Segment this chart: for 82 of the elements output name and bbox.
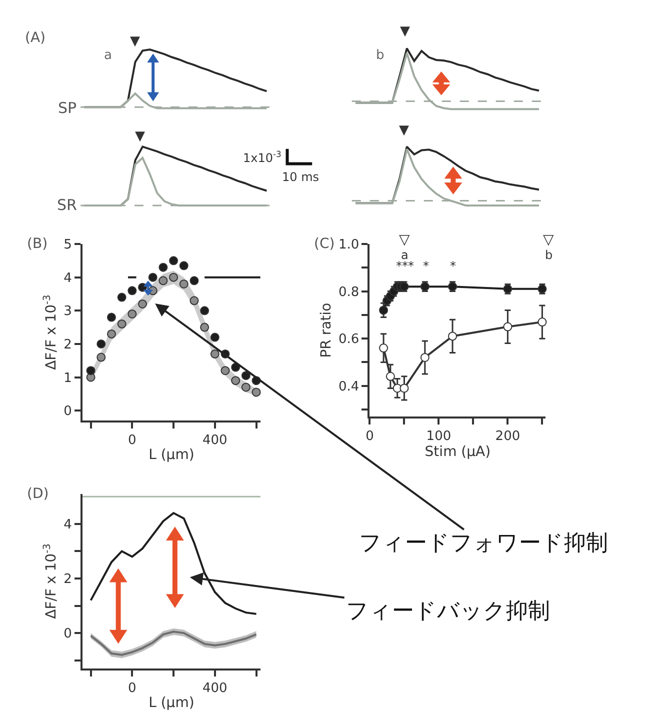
- point: [420, 352, 430, 362]
- point: [179, 279, 188, 288]
- point: [210, 332, 220, 342]
- point: [106, 329, 116, 338]
- text: ▼: [135, 129, 145, 144]
- point: [169, 256, 178, 266]
- point: [200, 306, 210, 316]
- text: ▼: [400, 24, 410, 39]
- text: ▼: [399, 123, 409, 138]
- y-tick-label: 4: [64, 517, 72, 532]
- x-axis-title: L (μm): [148, 694, 194, 711]
- y-tick-label: 1: [64, 370, 72, 386]
- chart-title: (B): [27, 236, 48, 252]
- point: [117, 292, 126, 302]
- point: [231, 376, 240, 386]
- point: [96, 339, 106, 348]
- y-tick-label: 4: [64, 270, 72, 286]
- text: ▼: [130, 34, 140, 49]
- point: [128, 286, 137, 296]
- annotation: ***: [396, 259, 414, 273]
- x-tick-label: 0: [366, 429, 374, 444]
- chart-subtitle: a: [104, 48, 112, 63]
- x-tick-label: 200: [495, 429, 520, 444]
- annotation: ▽: [543, 232, 554, 248]
- point: [179, 261, 188, 270]
- point: [200, 322, 210, 332]
- text: フィードバック抑制: [346, 599, 550, 624]
- x-axis-title: Stim (μA): [424, 444, 491, 460]
- y-tick-label: 0: [64, 404, 72, 420]
- point: [538, 318, 547, 327]
- point: [252, 388, 261, 397]
- point: [241, 371, 250, 380]
- y-tick-label: 2: [64, 337, 72, 352]
- x-tick-label: 400: [202, 681, 228, 696]
- x-tick-label: 400: [202, 433, 228, 448]
- point: [158, 276, 168, 286]
- chart-title: (D): [27, 486, 49, 502]
- annotation: a: [401, 248, 408, 262]
- annotation: ▽: [399, 232, 410, 248]
- y-tick-label: 0: [64, 626, 72, 642]
- annotation: *: [423, 259, 429, 273]
- annotation: *: [450, 259, 456, 273]
- point: [241, 382, 250, 392]
- point: [190, 296, 199, 306]
- point: [400, 384, 409, 393]
- point: [386, 372, 395, 381]
- point: [106, 312, 116, 322]
- y-tick-label: 5: [64, 238, 72, 253]
- x-tick-label: 100: [426, 429, 452, 444]
- point: [220, 366, 230, 376]
- chart-title: (A): [25, 30, 46, 46]
- text: 10 ms: [282, 170, 320, 184]
- point: [210, 349, 220, 358]
- point: [169, 272, 178, 282]
- annotation: 1x10$^{-3}$: [243, 149, 282, 166]
- chart-subtitle: b: [376, 48, 384, 63]
- y-tick-label: 3: [64, 304, 72, 320]
- point: [86, 366, 96, 376]
- y-tick-label: 2: [64, 572, 72, 588]
- annotation: b: [545, 248, 553, 262]
- point: [379, 306, 388, 315]
- point: [96, 352, 106, 362]
- y-tick-label: 1.0: [338, 238, 360, 253]
- point: [148, 272, 158, 282]
- y-axis-title: SR: [57, 196, 77, 214]
- y-tick-label: 0.6: [338, 332, 360, 348]
- point: [379, 344, 388, 353]
- point: [128, 309, 137, 318]
- x-axis-title: L (μm): [148, 446, 194, 463]
- point: [158, 262, 168, 272]
- point: [138, 299, 148, 308]
- y-tick-label: 0.8: [338, 284, 360, 300]
- point: [117, 319, 126, 328]
- x-tick-label: 0: [128, 433, 136, 448]
- y-tick-label: 0.4: [338, 379, 360, 394]
- point: [190, 276, 199, 286]
- point: [448, 332, 458, 341]
- y-axis-title: PR ratio: [318, 302, 335, 358]
- y-axis-title: SP: [58, 99, 77, 117]
- point: [503, 322, 512, 332]
- chart-title: (C): [314, 236, 335, 252]
- text: フィードフォワード抑制: [359, 531, 608, 556]
